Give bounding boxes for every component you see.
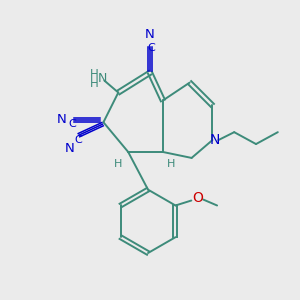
Text: H: H: [114, 159, 122, 169]
Text: H: H: [90, 77, 99, 90]
Text: N: N: [209, 133, 220, 147]
Text: H: H: [167, 159, 175, 169]
Text: N: N: [65, 142, 75, 154]
Text: C: C: [69, 119, 76, 129]
Text: H: H: [90, 68, 99, 81]
Text: N: N: [98, 72, 107, 85]
Text: N: N: [57, 113, 67, 126]
Text: C: C: [147, 43, 155, 53]
Text: O: O: [192, 190, 203, 205]
Text: N: N: [145, 28, 155, 40]
Text: C: C: [74, 135, 82, 145]
